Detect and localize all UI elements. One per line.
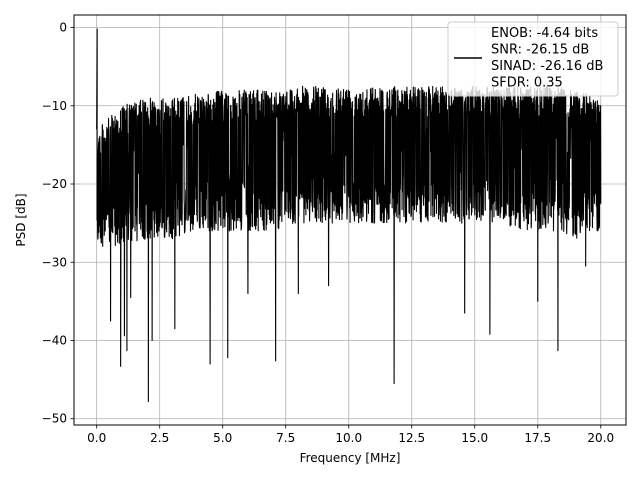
y-tick-label: 0 bbox=[59, 21, 67, 35]
plot-area bbox=[96, 28, 602, 403]
x-tick-label: 17.5 bbox=[524, 431, 551, 445]
y-tick-label: −20 bbox=[42, 177, 67, 191]
psd-series-line bbox=[96, 28, 602, 403]
legend-box bbox=[447, 21, 619, 97]
x-tick-label: 2.5 bbox=[150, 431, 169, 445]
legend: ENOB: -4.64 bits SNR: -26.15 dB SINAD: -… bbox=[447, 21, 619, 97]
legend-entry-enob: ENOB: -4.64 bits bbox=[491, 26, 598, 41]
y-tick-label: −50 bbox=[42, 412, 67, 426]
y-axis-label: PSD [dB] bbox=[14, 193, 28, 246]
x-tick-label: 20.0 bbox=[587, 431, 614, 445]
x-tick-label: 0.0 bbox=[87, 431, 106, 445]
y-tick-label: −10 bbox=[42, 99, 67, 113]
x-tick-label: 15.0 bbox=[461, 431, 488, 445]
y-tick-label: −40 bbox=[42, 333, 67, 347]
y-tick-label: −30 bbox=[42, 255, 67, 269]
ticks: 0.0 2.5 5.0 7.5 10.0 12.5 15.0 17.5 20.0 0 −10 −20 −… bbox=[42, 21, 614, 445]
legend-entry-snr: SNR: -26.15 dB bbox=[491, 43, 589, 58]
x-axis-label: Frequency [MHz] bbox=[300, 451, 401, 465]
axes-frame bbox=[73, 14, 627, 426]
legend-entry-sinad: SINAD: -26.16 dB bbox=[491, 59, 603, 74]
x-tick-label: 10.0 bbox=[335, 431, 362, 445]
x-tick-label: 12.5 bbox=[398, 431, 425, 445]
legend-entry-sfdr: SFDR: 0.35 bbox=[491, 76, 563, 91]
x-tick-label: 5.0 bbox=[213, 431, 232, 445]
x-tick-label: 7.5 bbox=[276, 431, 295, 445]
